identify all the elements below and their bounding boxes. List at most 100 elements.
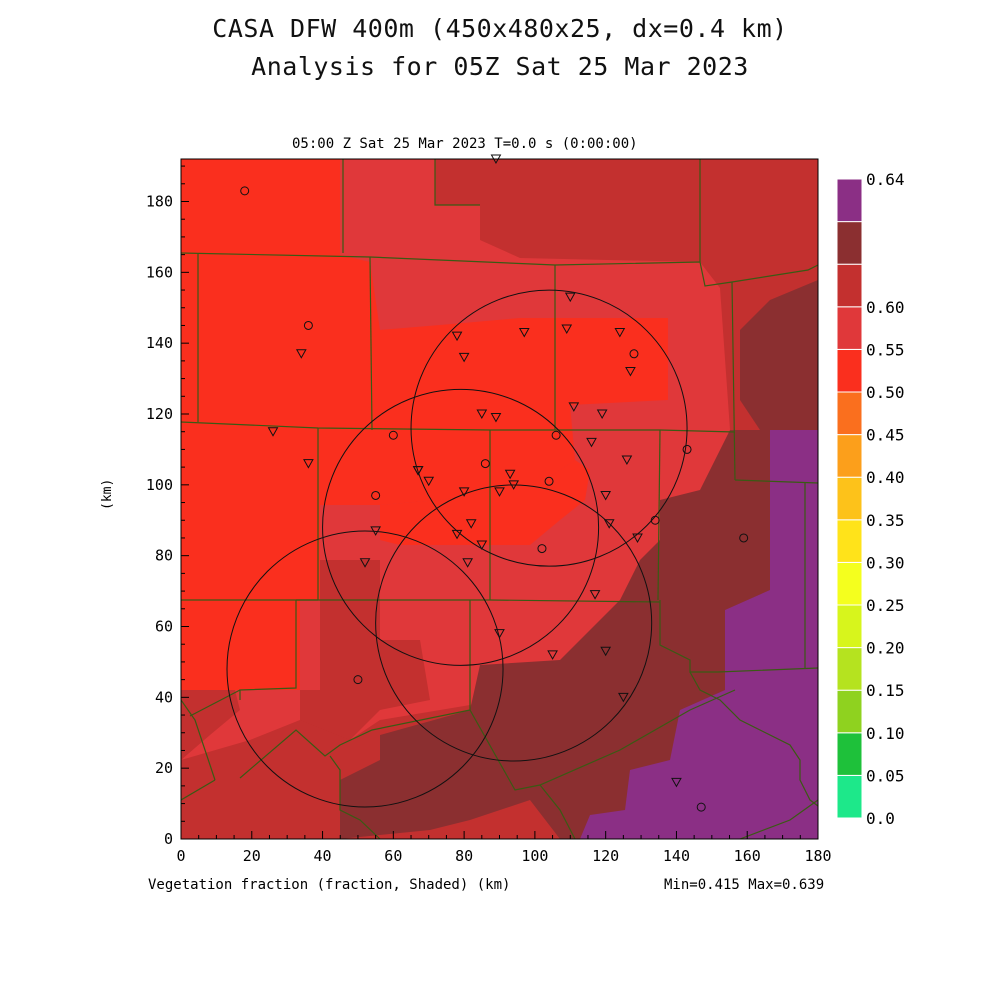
county-line-16 bbox=[189, 689, 241, 717]
station-triangle-marker bbox=[423, 476, 435, 487]
x-tick-label: 40 bbox=[314, 847, 332, 865]
station-triangle-marker bbox=[494, 629, 505, 639]
station-triangle-marker bbox=[632, 533, 643, 543]
radar-range-rings bbox=[226, 289, 688, 808]
colorbar-swatch bbox=[836, 774, 863, 819]
x-tick-label: 60 bbox=[384, 847, 402, 865]
x-tick-label: 160 bbox=[734, 847, 761, 865]
station-circle-marker bbox=[696, 802, 706, 812]
county-line-7 bbox=[731, 281, 736, 481]
y-tick-label: 120 bbox=[146, 405, 173, 423]
valid-time-label: 05:00 Z Sat 25 Mar 2023 T=0.0 s (0:00:00… bbox=[292, 136, 638, 152]
colorbar-label: 0.35 bbox=[866, 511, 905, 530]
county-line-23 bbox=[329, 755, 381, 839]
station-triangle-marker bbox=[671, 777, 682, 788]
y-tick-label: 40 bbox=[155, 688, 173, 706]
station-circle-marker bbox=[629, 349, 639, 359]
station-triangle-marker bbox=[458, 352, 470, 363]
x-tick-label: 20 bbox=[243, 847, 261, 865]
colorbar-label: 0.30 bbox=[866, 553, 905, 572]
station-triangle-marker bbox=[267, 427, 279, 437]
station-triangle-marker bbox=[476, 540, 488, 551]
station-circle-marker bbox=[537, 544, 547, 554]
y-tick-label: 100 bbox=[146, 476, 173, 494]
y-tick-label: 80 bbox=[155, 547, 173, 565]
colorbar-swatch bbox=[836, 476, 863, 521]
station-circle-marker bbox=[353, 675, 363, 685]
county-line-21 bbox=[689, 671, 818, 807]
field-peak-southeast bbox=[580, 470, 818, 839]
county-line-5 bbox=[369, 256, 373, 431]
county-line-15 bbox=[239, 600, 297, 700]
station-triangle-marker bbox=[508, 480, 520, 490]
county-line-2 bbox=[434, 159, 480, 206]
field-low-west bbox=[181, 159, 668, 690]
y-tick-label: 0 bbox=[164, 830, 173, 848]
station-triangle-marker bbox=[561, 324, 573, 335]
station-circle-marker bbox=[739, 533, 749, 543]
colorbar-label: 0.55 bbox=[866, 340, 905, 359]
colorbar-label: 0.10 bbox=[866, 724, 905, 743]
station-triangle-marker bbox=[614, 328, 626, 338]
colorbar-swatch bbox=[836, 732, 863, 776]
county-line-18 bbox=[239, 709, 471, 779]
colorbar-label: 0.25 bbox=[866, 596, 905, 615]
colorbar-label: 0.45 bbox=[866, 426, 905, 445]
station-triangle-marker bbox=[621, 455, 633, 466]
county-line-25 bbox=[739, 799, 818, 839]
station-circle-marker bbox=[682, 444, 692, 454]
station-circle-marker bbox=[650, 515, 660, 525]
map-subtitle: Analysis for 05Z Sat 25 Mar 2023 bbox=[251, 52, 749, 81]
station-triangle-marker bbox=[596, 409, 608, 420]
county-line-13 bbox=[734, 479, 818, 484]
station-triangle-marker bbox=[600, 490, 612, 501]
station-triangle-marker bbox=[359, 558, 371, 568]
station-triangle-marker bbox=[618, 692, 629, 703]
station-triangle-marker bbox=[589, 590, 601, 600]
y-tick-label: 160 bbox=[146, 263, 173, 281]
field-dark-southwest bbox=[300, 560, 430, 740]
shaded-field bbox=[181, 159, 818, 839]
county-line-24 bbox=[539, 784, 576, 839]
colorbar-swatch bbox=[836, 519, 863, 563]
colorbar-label: 0.15 bbox=[866, 681, 905, 700]
x-tick-label: 180 bbox=[804, 847, 831, 865]
y-tick-label: 180 bbox=[146, 193, 173, 211]
station-triangle-marker bbox=[476, 409, 488, 420]
colorbar-swatch bbox=[836, 689, 863, 734]
variable-label: Vegetation fraction (fraction, Shaded) (… bbox=[148, 877, 511, 893]
axes: 0 20 40 60 80 100 120 140 160 180 0 20 40 60 80 100 120 1… bbox=[146, 165, 832, 865]
x-tick-label: 120 bbox=[592, 847, 619, 865]
y-tick-label: 140 bbox=[146, 334, 173, 352]
map-title: CASA DFW 400m (450x480x25, dx=0.4 km) bbox=[212, 14, 788, 43]
colorbar-label: 0.50 bbox=[866, 383, 905, 402]
x-tick-label: 80 bbox=[455, 847, 473, 865]
station-triangle-marker bbox=[462, 558, 474, 568]
station-triangle-marker bbox=[451, 529, 463, 540]
colorbar-swatch bbox=[836, 391, 863, 436]
station-triangle-marker bbox=[412, 466, 424, 476]
field-dark-north bbox=[340, 159, 818, 430]
county-line-12 bbox=[181, 599, 661, 603]
station-circle-marker bbox=[480, 459, 490, 469]
station-circle-marker bbox=[544, 476, 554, 486]
colorbar-swatch bbox=[836, 178, 863, 223]
colorbar: 0.0 0.05 0.10 0.15 0.20 0.25 0.30 0.35 0.40 0.45 0… bbox=[836, 170, 905, 828]
station-triangle-marker bbox=[504, 469, 516, 480]
station-triangle-marker bbox=[586, 437, 597, 448]
county-boundaries bbox=[181, 159, 818, 839]
field-moderate-south bbox=[181, 690, 240, 760]
x-tick-label: 0 bbox=[176, 847, 185, 865]
radar-northeast-ring bbox=[410, 289, 688, 567]
station-triangle-marker bbox=[458, 487, 470, 497]
station-triangle-marker bbox=[625, 367, 636, 377]
station-triangle-marker bbox=[465, 519, 477, 529]
colorbar-label: 0.20 bbox=[866, 639, 905, 658]
colorbar-swatch bbox=[836, 604, 863, 649]
colorbar-label: 0.60 bbox=[866, 298, 905, 317]
station-triangle-marker bbox=[295, 349, 307, 359]
county-line-20 bbox=[659, 600, 818, 673]
station-circle-marker bbox=[371, 490, 381, 500]
colorbar-label: 0.64 bbox=[866, 170, 905, 189]
